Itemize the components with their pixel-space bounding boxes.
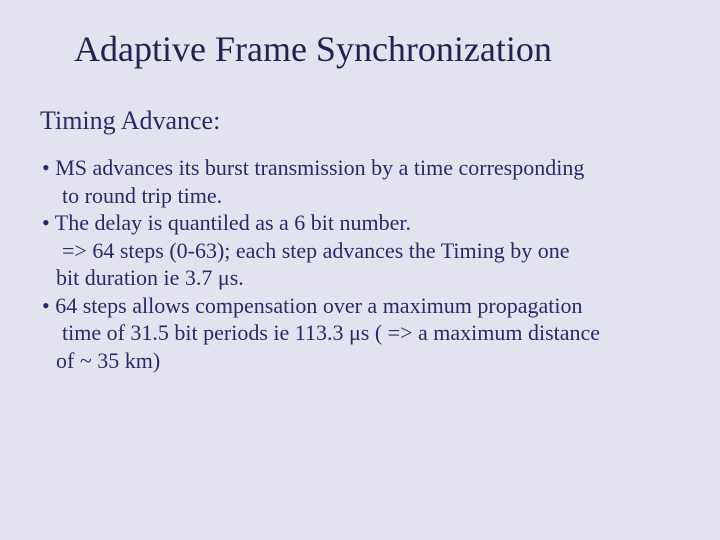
slide-title: Adaptive Frame Synchronization: [74, 28, 680, 70]
body-line: bit duration ie 3.7 μs.: [42, 264, 680, 292]
body-line: • 64 steps allows compensation over a ma…: [42, 292, 680, 320]
slide-body: • MS advances its burst transmission by …: [42, 154, 680, 374]
slide: Adaptive Frame Synchronization Timing Ad…: [0, 0, 720, 540]
body-line: of ~ 35 km): [42, 347, 680, 375]
body-line: • The delay is quantiled as a 6 bit numb…: [42, 209, 680, 237]
body-line: => 64 steps (0-63); each step advances t…: [42, 237, 680, 265]
body-line: • MS advances its burst transmission by …: [42, 154, 680, 182]
body-line: to round trip time.: [42, 182, 680, 210]
slide-subheading: Timing Advance:: [40, 106, 680, 136]
body-line: time of 31.5 bit periods ie 113.3 μs ( =…: [42, 319, 680, 347]
